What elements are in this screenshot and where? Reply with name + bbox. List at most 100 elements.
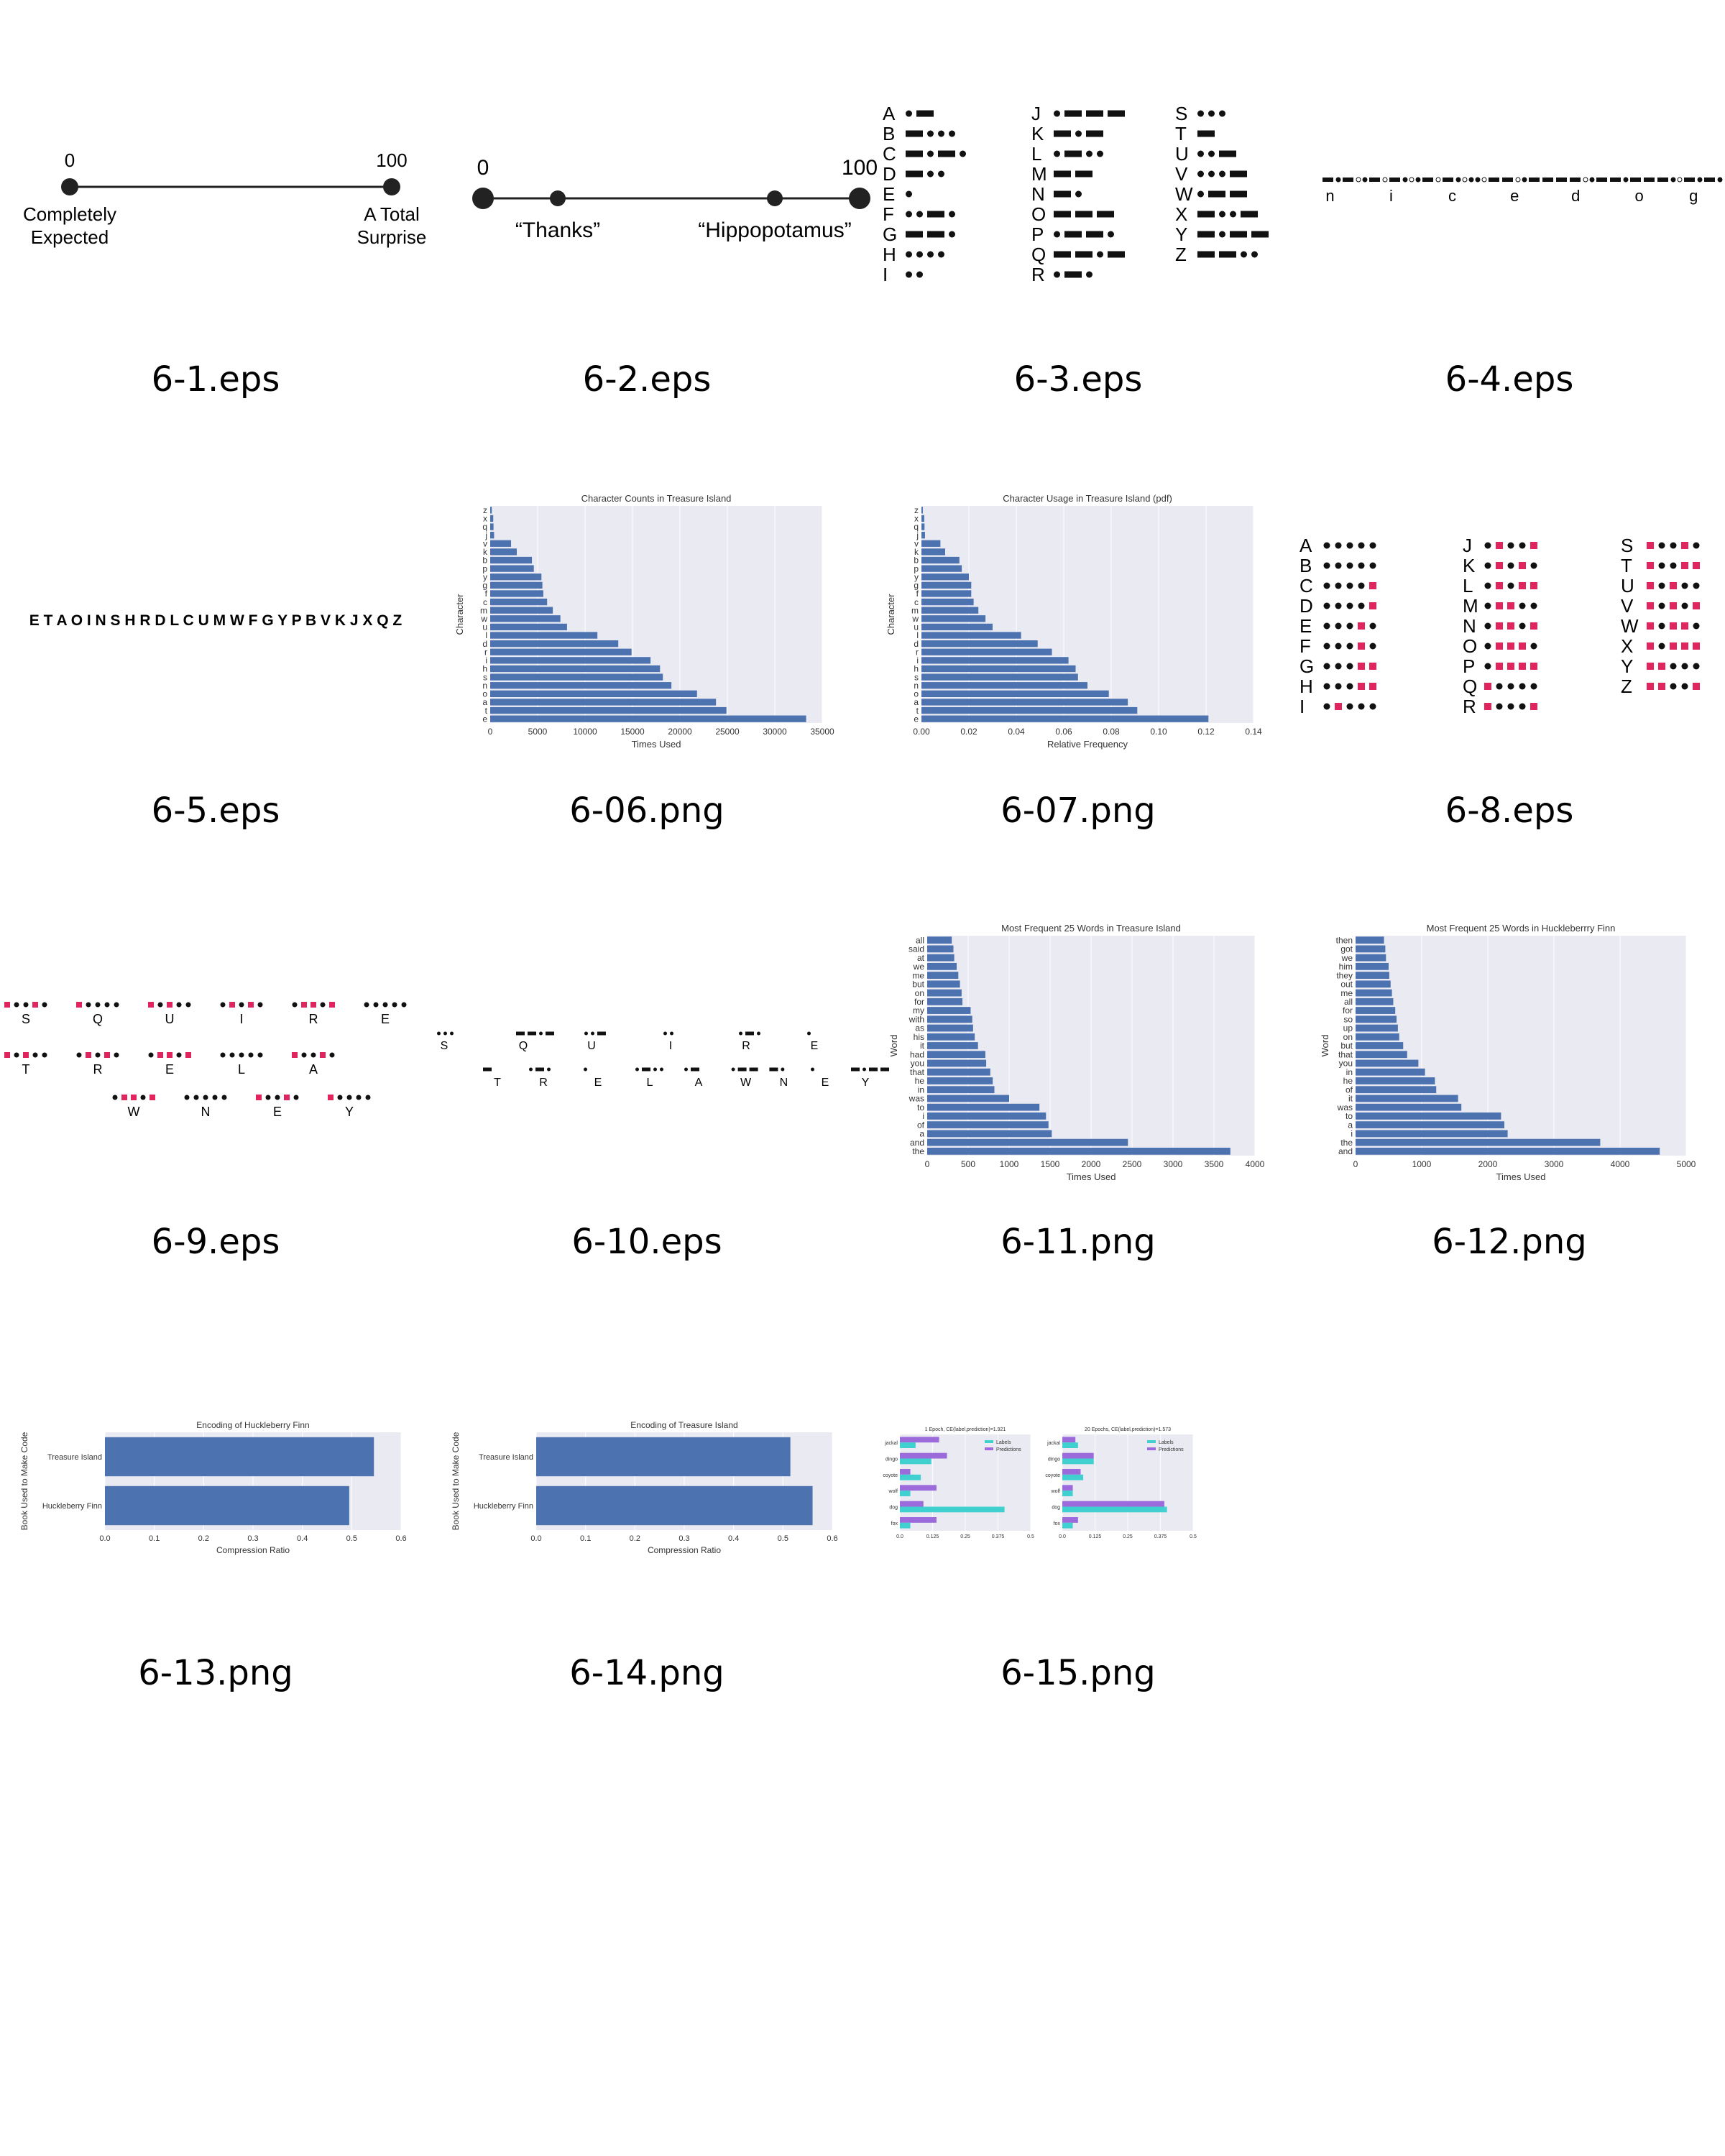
code-square <box>23 1052 29 1058</box>
code-square <box>32 1002 38 1008</box>
morse-dot <box>1219 211 1225 218</box>
morse-dot <box>591 1031 594 1036</box>
code-dot <box>356 1095 362 1100</box>
y-tick-label: g <box>914 581 919 591</box>
x-tick-label: 0.25 <box>960 1534 970 1539</box>
code-dot <box>1369 562 1376 569</box>
bar <box>490 699 717 706</box>
morse-dash <box>1230 170 1247 178</box>
code-dot <box>1507 683 1514 690</box>
code-dot <box>293 1095 299 1100</box>
bar <box>921 699 1128 706</box>
code-square <box>1693 683 1700 690</box>
morse-dot <box>1197 170 1204 178</box>
morse-dot <box>781 1067 785 1072</box>
code-dot <box>239 1002 244 1008</box>
code-dot <box>1670 663 1677 670</box>
code-dot <box>1658 602 1665 609</box>
x-tick-label: 4000 <box>1611 1159 1630 1169</box>
legend-labels: Labels <box>1159 1440 1174 1445</box>
code-dot <box>42 1052 47 1058</box>
morse-letter: S <box>1175 103 1187 124</box>
label-bar <box>1062 1522 1073 1529</box>
y-tick-label: r <box>916 647 919 657</box>
x-tick-label: 0.02 <box>960 727 978 737</box>
bar <box>1356 962 1389 970</box>
code-dot <box>1323 663 1330 670</box>
bar <box>490 573 542 581</box>
code-square <box>1647 622 1654 630</box>
morse-dot <box>949 130 955 137</box>
code-dot <box>1693 582 1700 589</box>
bar <box>490 581 543 589</box>
y-tick-label: coyote <box>883 1473 898 1478</box>
code-letter: G <box>1300 655 1314 677</box>
figure-6-1: 0 100 Completely Expected A Total Surprise 6-… <box>0 0 431 402</box>
morse-dash <box>1197 130 1215 137</box>
y-tick-label: Huckleberry Finn <box>42 1502 102 1511</box>
code-square <box>1369 683 1376 690</box>
y-tick-label: me <box>1340 988 1353 998</box>
prediction-bar <box>1062 1469 1081 1475</box>
code-square <box>1519 562 1526 569</box>
morse-dot <box>1054 150 1060 157</box>
bar <box>927 972 959 979</box>
message-letter: N <box>780 1077 788 1089</box>
morse-dash <box>1219 150 1236 157</box>
x-tick-label: 0.5 <box>1190 1534 1197 1539</box>
bar <box>1356 1086 1437 1094</box>
caption: 6-14.png <box>569 1653 724 1693</box>
message-letter: N <box>201 1105 211 1119</box>
code-square <box>1496 562 1503 569</box>
y-tick-label: at <box>917 953 925 963</box>
code-square <box>1681 642 1688 650</box>
code-square <box>1496 663 1503 670</box>
code-dot <box>1323 582 1330 589</box>
code-dot <box>1346 622 1353 630</box>
morse-dash <box>916 110 934 117</box>
morse-message: S Q U I R E T R E L A W N E Y <box>437 1031 889 1089</box>
figure-6-11: 0 500 1000 1500 2000 2500 3000 3500 4000 the and a o… <box>862 862 1294 1265</box>
code-dot <box>1484 663 1491 670</box>
morse-dash <box>1241 211 1258 218</box>
figure-6-2: 0 100 “Thanks” “Hippopotamus” 6-2.eps <box>431 0 878 402</box>
y-tick-label: my <box>913 1005 924 1015</box>
morse-letter: K <box>1031 123 1044 144</box>
y-tick-label: and <box>1338 1146 1353 1156</box>
code-dot <box>401 1002 407 1008</box>
sequence-dash <box>1489 178 1499 182</box>
code-dot <box>1519 703 1526 710</box>
prediction-bar <box>1062 1452 1094 1459</box>
code-dot <box>1484 542 1491 549</box>
code-dot <box>1681 683 1688 690</box>
bar <box>1356 1068 1425 1076</box>
bar <box>927 1024 973 1032</box>
y-tick-label: x <box>914 514 919 524</box>
bar <box>1356 1147 1660 1155</box>
code-dot <box>1519 683 1526 690</box>
morse-dot <box>529 1067 533 1072</box>
sequence-dot <box>1402 177 1408 183</box>
y-tick-label: l <box>485 630 487 640</box>
code-square <box>320 1052 326 1058</box>
prediction-bar <box>900 1437 939 1443</box>
y-tick-label: z <box>914 505 919 515</box>
code-dot <box>1335 602 1342 609</box>
chart-title: Most Frequent 25 Words in Treasure Islan… <box>1001 923 1181 934</box>
message-letter: R <box>742 1040 750 1052</box>
code-dot <box>1693 663 1700 670</box>
bar <box>921 706 1138 714</box>
prediction-bar <box>1062 1517 1078 1523</box>
y-tick-label: dog <box>889 1506 898 1511</box>
sequence-dash <box>1389 178 1400 182</box>
y-tick-label: f <box>916 589 919 599</box>
code-dot <box>392 1002 397 1008</box>
label-bar <box>900 1522 911 1529</box>
morse-dot <box>739 1031 742 1036</box>
character-usage-chart: 0.00 0.02 0.04 0.06 0.08 0.10 0.12 0.14 etaonshi… <box>886 493 1262 750</box>
morse-letter: D <box>883 163 896 185</box>
bar <box>1356 1059 1419 1067</box>
morse-dash <box>745 1031 754 1036</box>
message-letter: Y <box>345 1105 354 1119</box>
code-square <box>1693 562 1700 569</box>
